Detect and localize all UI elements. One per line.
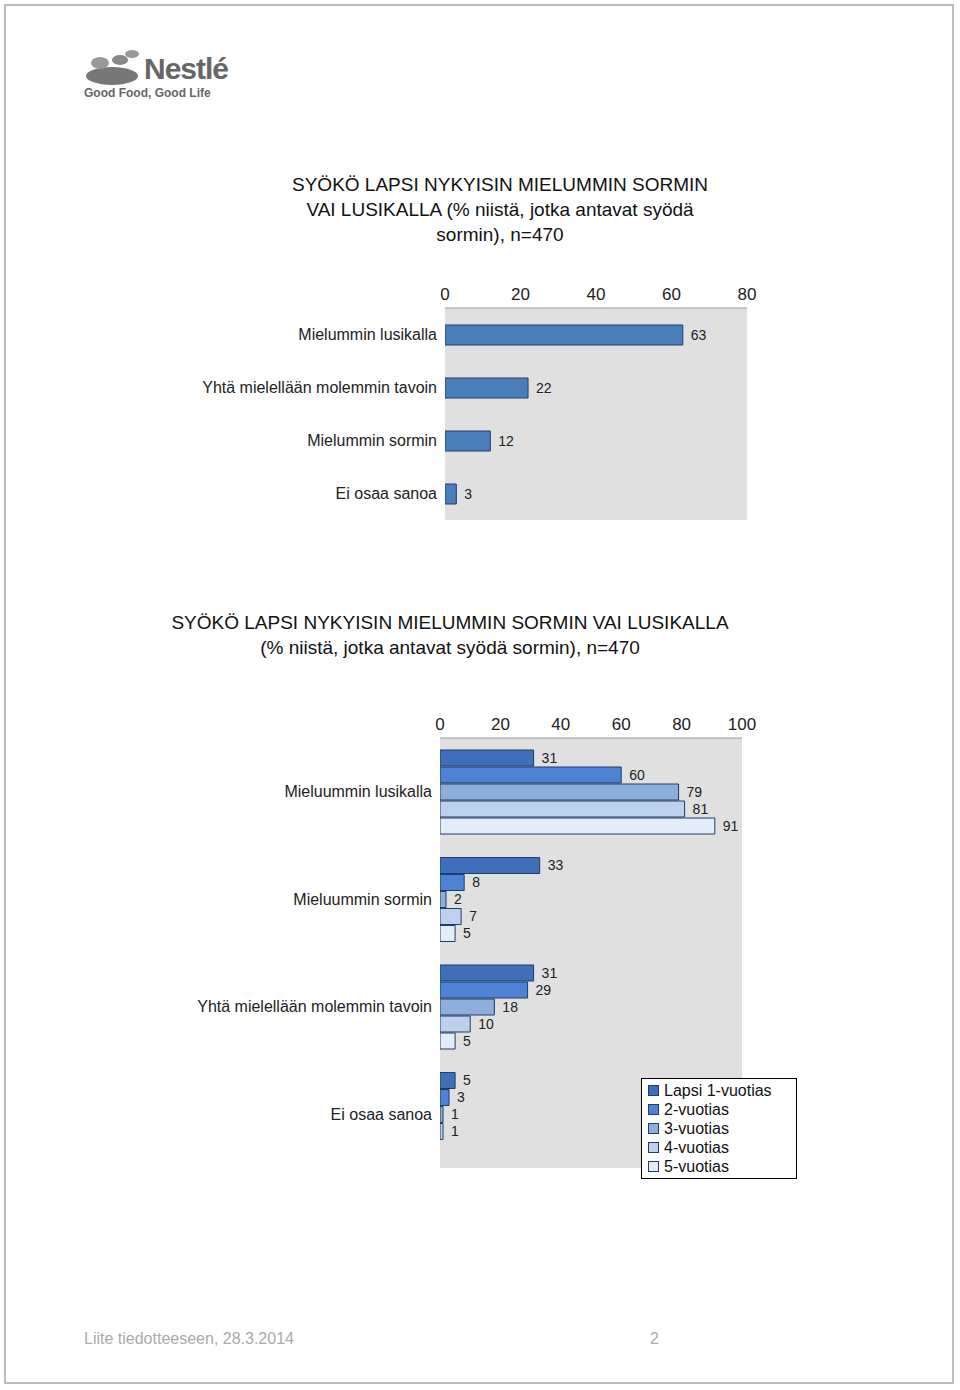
svg-text:Ei osaa sanoa: Ei osaa sanoa	[336, 485, 438, 502]
svg-text:91: 91	[723, 818, 739, 834]
svg-text:Mielummin lusikalla: Mielummin lusikalla	[298, 326, 437, 343]
svg-text:Ei osaa sanoa: Ei osaa sanoa	[331, 1106, 433, 1123]
svg-text:60: 60	[629, 767, 645, 783]
html-text:Nestlé: Nestlé	[144, 52, 228, 85]
html-text:4-vuotias: 4-vuotias	[664, 1139, 729, 1156]
svg-text:40: 40	[551, 715, 570, 734]
html-text:5-vuotias: 5-vuotias	[664, 1158, 729, 1175]
svg-text:Yhtä mielellään molemmin tavoi: Yhtä mielellään molemmin tavoin	[202, 379, 437, 396]
svg-text:22: 22	[536, 380, 552, 396]
svg-text:33: 33	[548, 857, 564, 873]
html-text:Lapsi 1-vuotias: Lapsi 1-vuotias	[664, 1082, 772, 1099]
html-text:SYÖKÖ LAPSI NYKYISIN MIELUMMIN: SYÖKÖ LAPSI NYKYISIN MIELUMMIN SORMIN VA…	[171, 612, 729, 658]
svg-text:80: 80	[738, 285, 757, 304]
svg-text:1: 1	[451, 1106, 459, 1122]
svg-text:7: 7	[469, 908, 477, 924]
svg-text:31: 31	[542, 750, 558, 766]
svg-text:0: 0	[435, 715, 444, 734]
svg-text:1: 1	[451, 1123, 459, 1139]
svg-text:31: 31	[542, 965, 558, 981]
svg-text:10: 10	[478, 1016, 494, 1032]
svg-text:18: 18	[502, 999, 518, 1015]
html-text:3-vuotias: 3-vuotias	[664, 1120, 729, 1137]
svg-text:80: 80	[672, 715, 691, 734]
svg-text:3: 3	[457, 1089, 465, 1105]
svg-text:5: 5	[463, 1033, 471, 1049]
svg-text:20: 20	[511, 285, 530, 304]
svg-text:60: 60	[612, 715, 631, 734]
svg-text:12: 12	[498, 433, 514, 449]
html-text:Liite tiedotteeseen, 28.3.2014: Liite tiedotteeseen, 28.3.2014	[84, 1330, 294, 1347]
svg-text:Yhtä mielellään molemmin tavoi: Yhtä mielellään molemmin tavoin	[197, 998, 432, 1015]
svg-text:Mielummin sormin: Mielummin sormin	[307, 432, 437, 449]
html-text:SYÖKÖ LAPSI NYKYISIN MIELUMMIN: SYÖKÖ LAPSI NYKYISIN MIELUMMIN SORMIN VA…	[292, 174, 708, 245]
svg-text:Mieluummin sormin: Mieluummin sormin	[293, 891, 432, 908]
svg-text:5: 5	[463, 925, 471, 941]
svg-text:40: 40	[587, 285, 606, 304]
svg-text:63: 63	[691, 327, 707, 343]
svg-text:60: 60	[662, 285, 681, 304]
svg-text:29: 29	[536, 982, 552, 998]
svg-text:79: 79	[687, 784, 703, 800]
svg-text:8: 8	[472, 874, 480, 890]
svg-text:0: 0	[440, 285, 449, 304]
svg-text:2: 2	[454, 891, 462, 907]
html-text:2: 2	[650, 1330, 659, 1347]
svg-text:20: 20	[491, 715, 510, 734]
svg-text:Mieluummin lusikalla: Mieluummin lusikalla	[284, 783, 432, 800]
svg-text:3: 3	[464, 486, 472, 502]
svg-text:5: 5	[463, 1072, 471, 1088]
html-text:2-vuotias: 2-vuotias	[664, 1101, 729, 1118]
svg-text:81: 81	[693, 801, 709, 817]
html-text:Good Food, Good Life: Good Food, Good Life	[84, 86, 211, 100]
svg-text:100: 100	[728, 715, 756, 734]
